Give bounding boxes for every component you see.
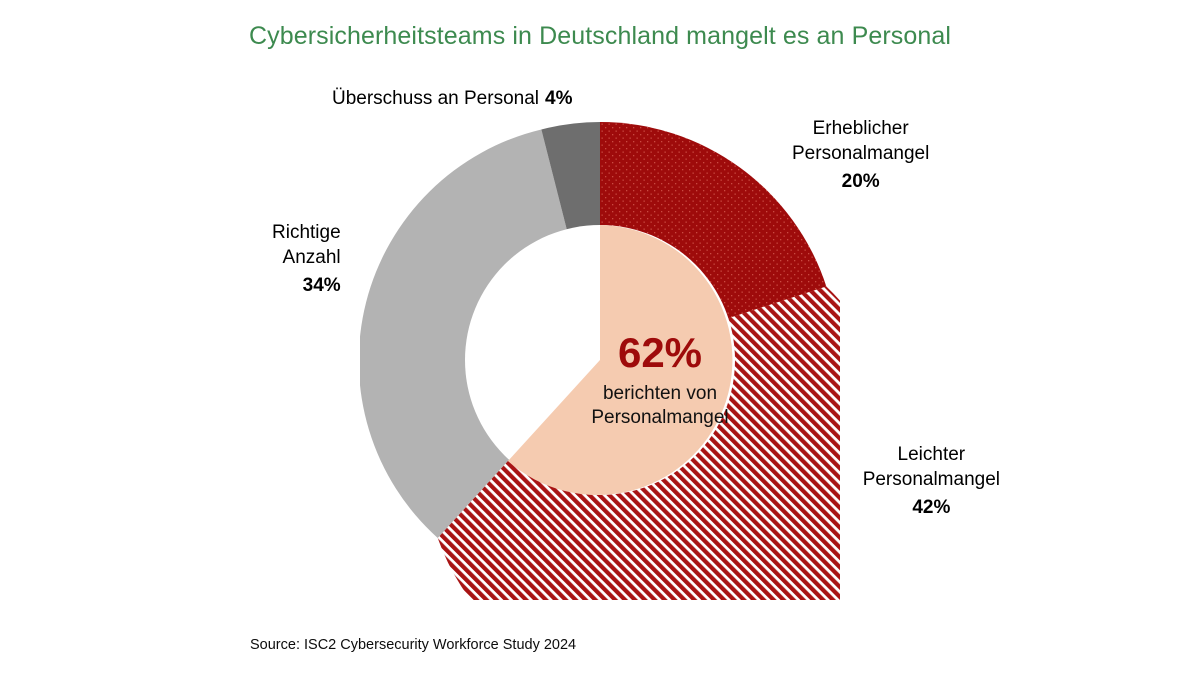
page-title: Cybersicherheitsteams in Deutschland man…: [248, 22, 952, 50]
callout-erheblicher-personalmangel: Erheblicher Personalmangel 20%: [792, 116, 929, 194]
callout-richtige-line2: Anzahl: [282, 247, 341, 268]
callout-richtige-anzahl: Richtige Anzahl 34%: [272, 220, 341, 298]
donut-chart: [360, 120, 840, 600]
callout-ueberschuss-pct: 4%: [545, 88, 573, 109]
callout-ueberschuss-text: Überschuss an Personal: [332, 88, 539, 109]
callout-leichter-line2: Personalmangel: [862, 469, 1000, 490]
callout-richtige-line1: Richtige: [272, 222, 341, 243]
donut-chart-svg: [360, 122, 840, 600]
callout-leichter-personalmangel: Leichter Personalmangel 42%: [863, 442, 1000, 520]
callout-leichter-line1: Leichter: [897, 444, 966, 465]
callout-erheblich-pct: 20%: [841, 171, 880, 192]
callout-ueberschuss-an-personal: Überschuss an Personal 4%: [332, 86, 572, 111]
source-note: Source: ISC2 Cybersecurity Workforce Stu…: [250, 637, 577, 653]
inner-hole-wedge: [507, 225, 733, 495]
callout-erheblich-line1: Erheblicher: [812, 118, 909, 139]
callout-leichter-pct: 42%: [912, 497, 951, 518]
callout-erheblich-line2: Personalmangel: [792, 143, 930, 164]
callout-richtige-pct: 34%: [302, 275, 341, 296]
